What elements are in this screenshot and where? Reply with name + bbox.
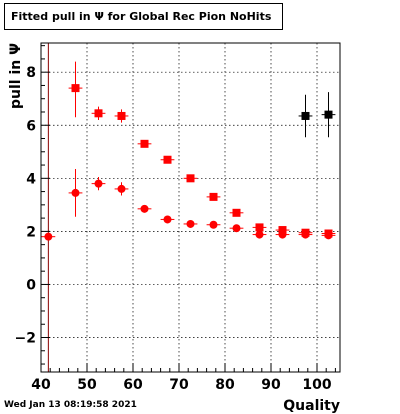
data-point-square bbox=[114, 109, 129, 123]
circle-marker bbox=[255, 230, 264, 239]
square-marker bbox=[209, 192, 218, 201]
data-point-circle bbox=[137, 204, 152, 213]
square-marker bbox=[140, 139, 149, 148]
data-point-square bbox=[252, 223, 267, 232]
data-point-square bbox=[298, 94, 313, 138]
square-marker bbox=[232, 208, 241, 217]
x-tick-label: 40 bbox=[31, 377, 51, 393]
data-point-circle bbox=[183, 219, 198, 228]
data-point-square bbox=[68, 61, 83, 118]
y-axis-label: pull in Ψ bbox=[8, 43, 24, 109]
y-tick-label: 2 bbox=[26, 224, 36, 240]
square-marker bbox=[301, 111, 310, 120]
data-point-square bbox=[137, 139, 152, 148]
y-tick-label: 8 bbox=[26, 65, 36, 81]
x-tick-label: 50 bbox=[77, 377, 97, 393]
data-point-square bbox=[91, 106, 106, 120]
square-marker bbox=[94, 109, 103, 118]
data-point-circle bbox=[298, 230, 313, 239]
square-marker bbox=[163, 155, 172, 164]
square-marker bbox=[117, 111, 126, 120]
data-point-circle bbox=[275, 230, 290, 239]
x-tick-label: 60 bbox=[123, 377, 143, 393]
circle-marker bbox=[94, 179, 103, 188]
data-point-square bbox=[183, 174, 198, 183]
data-point-square bbox=[206, 192, 221, 201]
y-tick-label: 4 bbox=[26, 171, 36, 187]
square-marker bbox=[278, 226, 287, 235]
data-point-square bbox=[229, 208, 244, 217]
circle-marker bbox=[117, 184, 126, 193]
y-tick-label: 0 bbox=[26, 277, 36, 293]
data-point-circle bbox=[68, 169, 83, 217]
data-point-square bbox=[321, 92, 336, 138]
data-point-circle bbox=[229, 224, 244, 233]
circle-marker bbox=[44, 232, 53, 241]
plot-frame bbox=[40, 42, 341, 373]
circle-marker bbox=[232, 224, 241, 233]
data-point-circle bbox=[91, 176, 106, 191]
square-marker bbox=[324, 110, 333, 119]
square-marker bbox=[186, 174, 195, 183]
grid-lines bbox=[40, 43, 340, 372]
data-point-circle bbox=[206, 220, 221, 229]
data-markers bbox=[41, 61, 336, 241]
circle-marker bbox=[186, 219, 195, 228]
chart-title: Fitted pull in Ψ for Global Rec Pion NoH… bbox=[4, 3, 283, 30]
circle-marker bbox=[140, 204, 149, 213]
y-tick-label: 6 bbox=[26, 118, 36, 134]
y-tick-label: −2 bbox=[15, 331, 36, 347]
circle-marker bbox=[209, 220, 218, 229]
circle-marker bbox=[301, 230, 310, 239]
data-point-circle bbox=[252, 230, 267, 239]
data-point-circle bbox=[160, 215, 175, 224]
data-point-circle bbox=[114, 182, 129, 196]
circle-marker bbox=[324, 231, 333, 240]
circle-marker bbox=[71, 188, 80, 197]
circle-marker bbox=[163, 215, 172, 224]
x-tick-label: 80 bbox=[215, 377, 235, 393]
axis-ticks: 40 50 60 70 80 90 100 −2 0 2 4 6 8 bbox=[15, 45, 336, 393]
x-tick-label: 70 bbox=[169, 377, 189, 393]
data-point-circle bbox=[321, 231, 336, 240]
square-marker bbox=[71, 84, 80, 93]
x-tick-label: 90 bbox=[261, 377, 281, 393]
square-marker bbox=[255, 223, 264, 232]
data-point-circle bbox=[41, 232, 56, 241]
x-axis-label: Quality bbox=[283, 398, 340, 414]
timestamp: Wed Jan 13 08:19:58 2021 bbox=[4, 400, 137, 410]
data-point-square bbox=[160, 155, 175, 164]
circle-marker bbox=[278, 230, 287, 239]
x-tick-label: 100 bbox=[302, 377, 331, 393]
